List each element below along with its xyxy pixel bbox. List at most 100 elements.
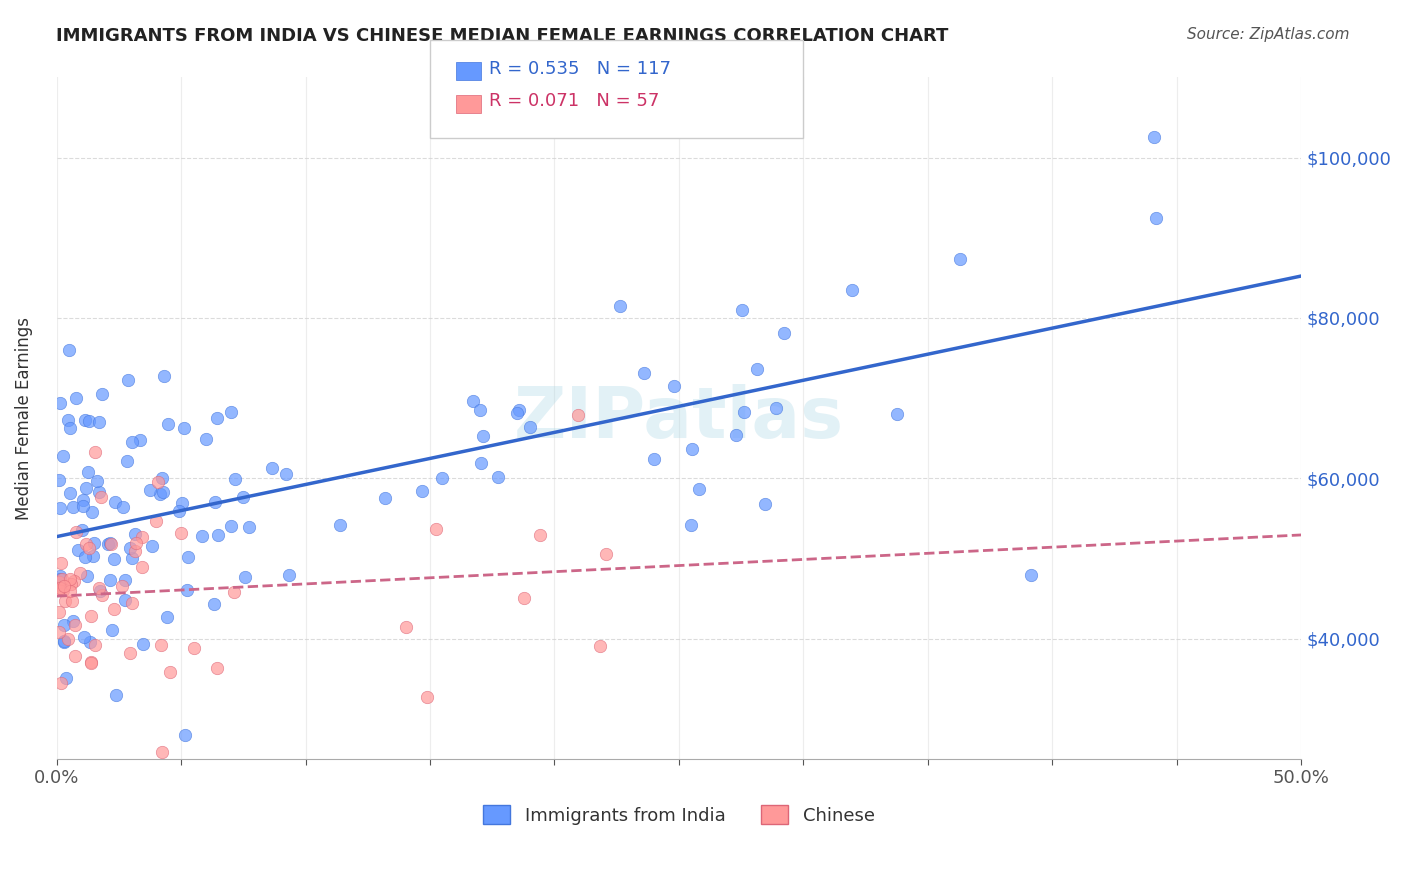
Point [150, 745, 173, 759]
Point [643, 451, 665, 466]
Point [48, 624, 70, 639]
Point [91, 588, 114, 602]
Point [262, 461, 284, 475]
Point [125, 536, 148, 550]
Point [59, 583, 82, 598]
Point [73, 549, 96, 564]
Point [688, 482, 710, 496]
Point [662, 379, 685, 393]
Point [567, 408, 589, 422]
Point [886, 408, 908, 422]
Point [949, 252, 972, 267]
Point [60, 593, 83, 607]
Point [72, 523, 94, 537]
Point [141, 539, 163, 553]
Point [87, 415, 110, 429]
Point [48, 574, 70, 589]
Point [48, 569, 70, 583]
Point [124, 544, 146, 558]
Point [159, 665, 181, 679]
Point [731, 303, 754, 318]
Point [156, 609, 179, 624]
Point [121, 596, 143, 610]
Point [145, 514, 167, 528]
Point [169, 526, 191, 541]
Point [56, 413, 79, 427]
Point [90, 491, 112, 505]
Point [222, 585, 245, 599]
Point [470, 456, 492, 470]
Point [183, 640, 205, 655]
Text: R = 0.535   N = 117: R = 0.535 N = 117 [489, 60, 671, 78]
Point [519, 420, 541, 434]
Point [841, 283, 863, 297]
Point [80, 609, 103, 624]
Point [205, 660, 228, 674]
Point [508, 403, 530, 417]
Point [49, 396, 72, 410]
Point [765, 401, 787, 416]
Point [75, 537, 97, 551]
Point [62, 500, 84, 514]
Point [681, 518, 703, 533]
Point [745, 361, 768, 376]
Point [202, 597, 225, 611]
Point [117, 373, 139, 387]
Point [60, 577, 83, 591]
Point [72, 499, 94, 513]
Point [129, 434, 152, 448]
Point [98, 573, 121, 587]
Point [754, 497, 776, 511]
Point [132, 637, 155, 651]
Point [177, 549, 200, 564]
Point [633, 366, 655, 380]
Point [232, 490, 254, 504]
Point [84, 638, 107, 652]
Point [59, 421, 82, 435]
Point [681, 442, 703, 456]
Point [170, 496, 193, 510]
Point [67, 542, 90, 557]
Point [104, 494, 127, 508]
Point [139, 483, 162, 497]
Point [89, 581, 111, 595]
Point [146, 475, 169, 490]
Point [51, 582, 73, 597]
Point [97, 537, 120, 551]
Point [52, 633, 75, 648]
Point [69, 566, 91, 580]
Point [83, 536, 105, 550]
Point [195, 432, 218, 446]
Point [89, 584, 111, 599]
Point [53, 579, 76, 593]
Point [76, 569, 98, 583]
Point [471, 429, 494, 443]
Point [589, 639, 612, 653]
Point [207, 411, 229, 425]
Text: Source: ZipAtlas.com: Source: ZipAtlas.com [1187, 27, 1350, 42]
Point [65, 391, 87, 405]
Point [75, 413, 97, 427]
Point [48, 577, 70, 591]
Point [152, 485, 174, 500]
Point [374, 491, 396, 506]
Point [430, 471, 453, 485]
Point [1143, 129, 1166, 144]
Point [595, 547, 617, 561]
Point [117, 454, 139, 468]
Point [87, 484, 110, 499]
Point [82, 549, 104, 563]
Point [224, 472, 246, 486]
Point [221, 405, 243, 419]
Text: ZIPatlas: ZIPatlas [513, 384, 844, 453]
Point [121, 435, 143, 450]
Point [149, 638, 172, 652]
Point [274, 467, 297, 482]
Point [52, 449, 75, 463]
Point [86, 474, 108, 488]
Point [773, 326, 796, 341]
Point [219, 519, 242, 533]
Point [1144, 211, 1167, 225]
Point [73, 630, 96, 644]
Point [100, 623, 122, 637]
